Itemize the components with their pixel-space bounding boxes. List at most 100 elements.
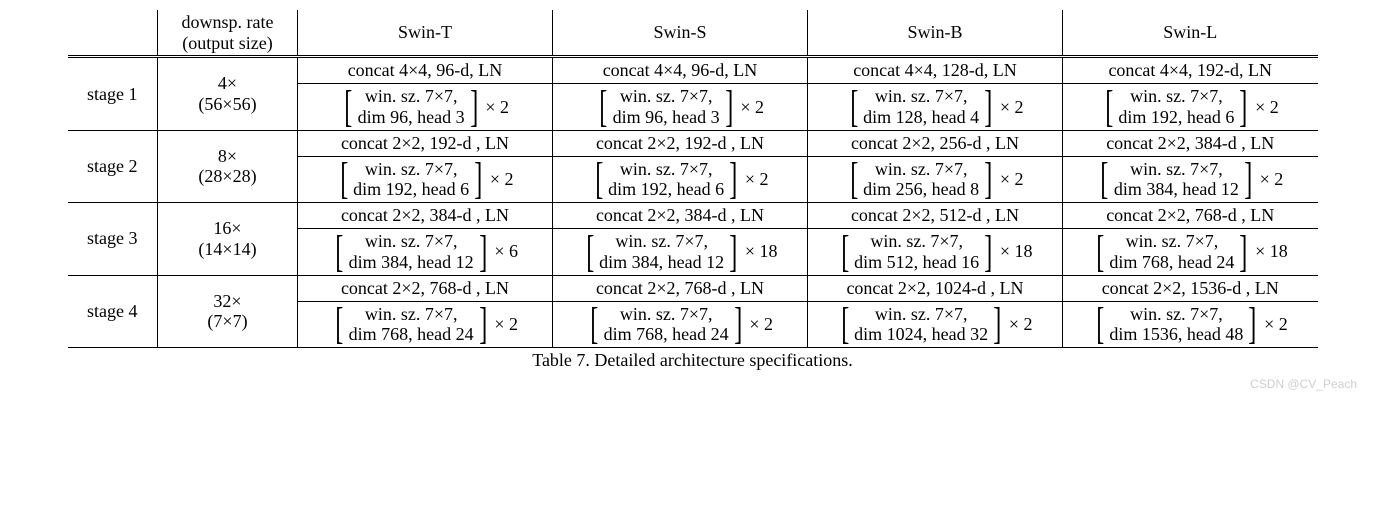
size: (14×14) [198,239,256,259]
block-line-1: win. sz. 7×7, [353,159,469,180]
block-multiplier: × 2 [996,169,1024,190]
block-line-1: win. sz. 7×7, [358,86,465,107]
block-cell: [win. sz. 7×7,dim 192, head 6]× 2 [298,156,553,202]
block-line-2: dim 768, head 24 [604,324,729,345]
stage-name: stage 1 [68,57,158,130]
architecture-table-container: downsp. rate (output size) Swin-T Swin-S… [18,10,1367,371]
block-line-2: dim 384, head 12 [1114,179,1239,200]
block-line-1: win. sz. 7×7, [854,304,988,325]
size: (7×7) [207,311,247,331]
block-multiplier: × 2 [486,169,514,190]
block-multiplier: × 2 [1260,314,1288,335]
concat-cell: concat 2×2, 384-d , LN [1063,130,1318,156]
block-multiplier: × 2 [996,97,1024,118]
block-multiplier: × 2 [1256,169,1284,190]
watermark: CSDN @CV_Peach [18,371,1367,391]
rate: 32× [213,291,241,311]
concat-cell: concat 2×2, 192-d , LN [298,130,553,156]
block-line-1: win. sz. 7×7, [613,86,720,107]
block-multiplier: × 18 [996,241,1033,262]
block-cell: [win. sz. 7×7,dim 768, head 24]× 18 [1063,229,1318,275]
block-line-2: dim 128, head 4 [863,107,979,128]
block-multiplier: × 18 [1251,241,1288,262]
block-cell: [win. sz. 7×7,dim 128, head 4]× 2 [808,84,1063,130]
block-line-2: dim 384, head 12 [349,252,474,273]
concat-cell: concat 2×2, 256-d , LN [808,130,1063,156]
size: (28×28) [198,166,256,186]
block-cell: [win. sz. 7×7,dim 1024, head 32]× 2 [808,301,1063,347]
block-line-2: dim 1024, head 32 [854,324,988,345]
block-line-2: dim 768, head 24 [1109,252,1234,273]
header-col-2: Swin-B [808,10,1063,57]
stage-rate: 8×(28×28) [158,130,298,202]
table-row: stage 28×(28×28)concat 2×2, 192-d , LNco… [68,130,1318,156]
table-caption: Table 7. Detailed architecture specifica… [18,350,1367,371]
size: (56×56) [198,94,256,114]
block-line-1: win. sz. 7×7, [608,159,724,180]
block-line-2: dim 768, head 24 [349,324,474,345]
concat-cell: concat 2×2, 512-d , LN [808,203,1063,229]
concat-cell: concat 4×4, 96-d, LN [553,57,808,84]
block-cell: [win. sz. 7×7,dim 384, head 12]× 2 [1063,156,1318,202]
block-line-1: win. sz. 7×7, [599,231,724,252]
concat-cell: concat 4×4, 96-d, LN [298,57,553,84]
block-cell: [win. sz. 7×7,dim 256, head 8]× 2 [808,156,1063,202]
concat-cell: concat 2×2, 384-d , LN [298,203,553,229]
stage-rate: 32×(7×7) [158,275,298,347]
table-row: stage 316×(14×14)concat 2×2, 384-d , LNc… [68,203,1318,229]
downsp-l2: (output size) [182,33,272,53]
block-line-2: dim 192, head 6 [608,179,724,200]
block-line-2: dim 1536, head 48 [1109,324,1243,345]
block-line-1: win. sz. 7×7, [349,231,474,252]
rate: 8× [218,146,237,166]
concat-cell: concat 2×2, 384-d , LN [553,203,808,229]
table-row: stage 432×(7×7)concat 2×2, 768-d , LNcon… [68,275,1318,301]
header-col-3: Swin-L [1063,10,1318,57]
architecture-table: downsp. rate (output size) Swin-T Swin-S… [68,10,1318,348]
concat-cell: concat 2×2, 1536-d , LN [1063,275,1318,301]
rate: 16× [213,218,241,238]
downsp-l1: downsp. rate [182,12,274,32]
concat-cell: concat 2×2, 768-d , LN [553,275,808,301]
block-line-1: win. sz. 7×7, [349,304,474,325]
block-line-1: win. sz. 7×7, [1118,86,1234,107]
header-downsp: downsp. rate (output size) [158,10,298,57]
table-header-row: downsp. rate (output size) Swin-T Swin-S… [68,10,1318,57]
block-line-1: win. sz. 7×7, [863,159,979,180]
stage-name: stage 3 [68,203,158,275]
concat-cell: concat 2×2, 768-d , LN [298,275,553,301]
block-line-2: dim 192, head 6 [353,179,469,200]
block-line-1: win. sz. 7×7, [1109,231,1234,252]
block-cell: [win. sz. 7×7,dim 384, head 12]× 18 [553,229,808,275]
block-line-1: win. sz. 7×7, [1109,304,1243,325]
block-line-2: dim 384, head 12 [599,252,724,273]
block-cell: [win. sz. 7×7,dim 1536, head 48]× 2 [1063,301,1318,347]
block-cell: [win. sz. 7×7,dim 384, head 12]× 6 [298,229,553,275]
concat-cell: concat 4×4, 192-d, LN [1063,57,1318,84]
block-multiplier: × 2 [741,169,769,190]
block-multiplier: × 2 [1251,97,1279,118]
block-line-1: win. sz. 7×7, [604,304,729,325]
block-line-2: dim 192, head 6 [1118,107,1234,128]
concat-cell: concat 2×2, 1024-d , LN [808,275,1063,301]
block-cell: [win. sz. 7×7,dim 768, head 24]× 2 [298,301,553,347]
block-line-1: win. sz. 7×7, [854,231,979,252]
table-row: stage 14×(56×56)concat 4×4, 96-d, LNconc… [68,57,1318,84]
concat-cell: concat 2×2, 192-d , LN [553,130,808,156]
block-multiplier: × 2 [490,314,518,335]
header-blank [68,10,158,57]
block-multiplier: × 6 [490,241,518,262]
stage-rate: 16×(14×14) [158,203,298,275]
concat-cell: concat 2×2, 768-d , LN [1063,203,1318,229]
block-cell: [win. sz. 7×7,dim 96, head 3]× 2 [298,84,553,130]
block-cell: [win. sz. 7×7,dim 96, head 3]× 2 [553,84,808,130]
block-multiplier: × 2 [481,97,509,118]
header-col-0: Swin-T [298,10,553,57]
stage-rate: 4×(56×56) [158,57,298,130]
block-line-2: dim 512, head 16 [854,252,979,273]
block-multiplier: × 2 [745,314,773,335]
block-multiplier: × 2 [736,97,764,118]
block-cell: [win. sz. 7×7,dim 192, head 6]× 2 [1063,84,1318,130]
block-line-2: dim 96, head 3 [358,107,465,128]
stage-name: stage 2 [68,130,158,202]
